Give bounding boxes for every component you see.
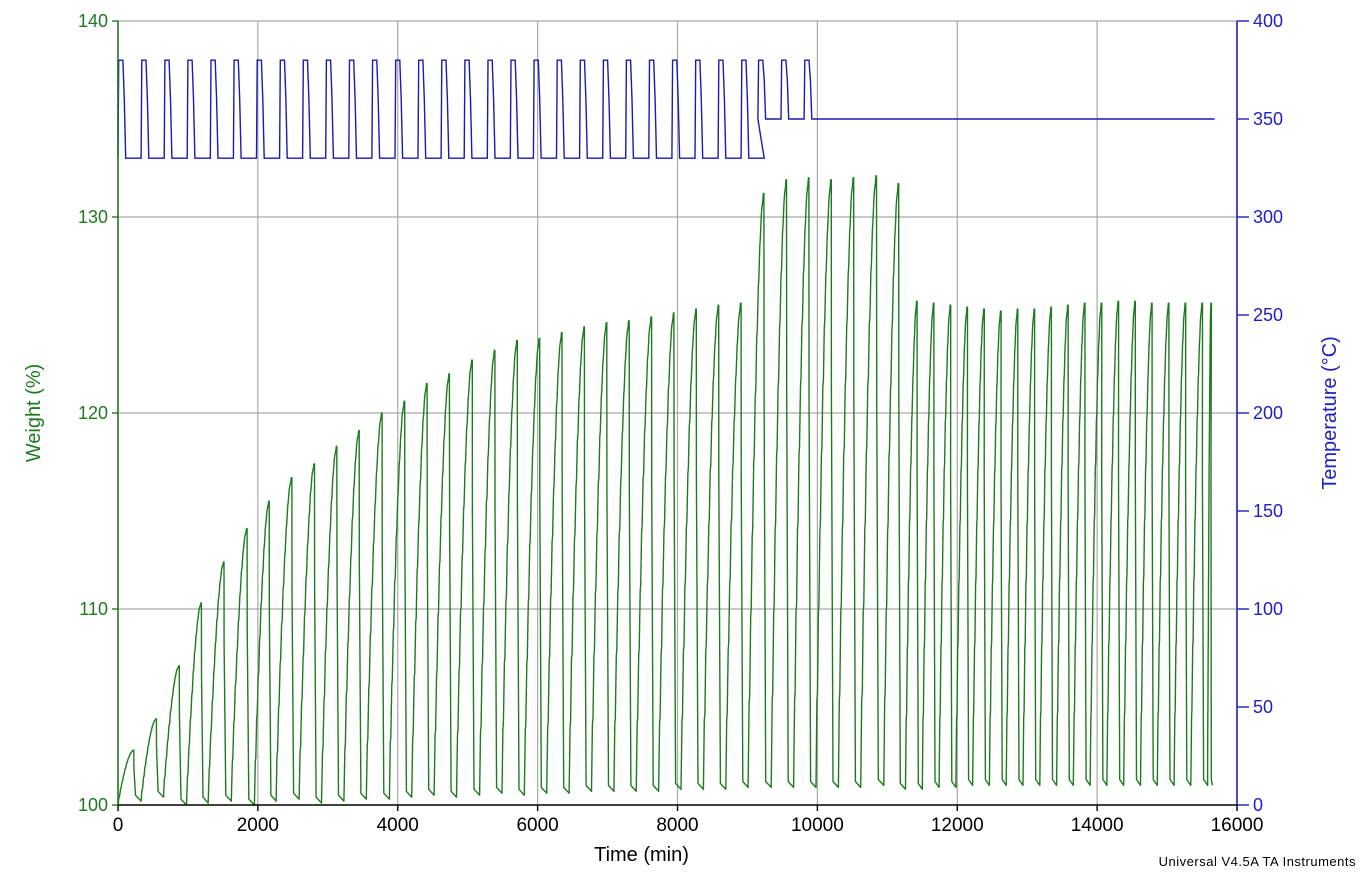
y-right-tick-label: 400 bbox=[1253, 11, 1283, 31]
y-left-tick-label: 120 bbox=[78, 403, 108, 423]
left-axis-ticks: 100 110 120 130 140 bbox=[78, 11, 118, 815]
x-axis-title: Time (min) bbox=[594, 844, 689, 866]
grid-lines bbox=[118, 20, 1238, 805]
y-left-tick-label: 130 bbox=[78, 207, 108, 227]
x-tick-label: 4000 bbox=[377, 815, 419, 836]
y-right-tick-label: 50 bbox=[1253, 697, 1273, 717]
y-right-tick-label: 300 bbox=[1253, 207, 1283, 227]
y-left-tick-label: 100 bbox=[78, 795, 108, 815]
x-tick-label: 14000 bbox=[1071, 815, 1124, 836]
temperature-line bbox=[117, 59, 1215, 159]
weight-series bbox=[117, 175, 1214, 806]
right-axis-ticks: 0 50 100 150 200 250 300 350 400 bbox=[1237, 11, 1283, 815]
x-axis-ticks: 0 2000 4000 6000 8000 10000 12000 14000 16000 bbox=[113, 805, 1264, 836]
x-tick-label: 0 bbox=[113, 815, 124, 836]
software-footer: Universal V4.5A TA Instruments bbox=[1159, 854, 1356, 869]
temperature-series bbox=[117, 59, 1215, 159]
y-right-tick-label: 350 bbox=[1253, 109, 1283, 129]
y-axis-right-title: Temperature (°C) bbox=[1319, 336, 1341, 490]
x-tick-label: 6000 bbox=[516, 815, 558, 836]
weight-line bbox=[117, 175, 1214, 806]
y-left-tick-label: 140 bbox=[78, 11, 108, 31]
x-tick-label: 16000 bbox=[1211, 815, 1264, 836]
y-axis-left-title: Weight (%) bbox=[23, 364, 45, 463]
y-right-tick-label: 100 bbox=[1253, 599, 1283, 619]
x-tick-label: 2000 bbox=[237, 815, 279, 836]
y-right-tick-label: 0 bbox=[1253, 795, 1263, 815]
x-tick-label: 10000 bbox=[791, 815, 844, 836]
x-tick-label: 12000 bbox=[931, 815, 984, 836]
y-right-tick-label: 150 bbox=[1253, 501, 1283, 521]
y-right-tick-label: 200 bbox=[1253, 403, 1283, 423]
x-tick-label: 8000 bbox=[656, 815, 698, 836]
y-left-tick-label: 110 bbox=[79, 599, 108, 619]
y-right-tick-label: 250 bbox=[1253, 305, 1283, 325]
